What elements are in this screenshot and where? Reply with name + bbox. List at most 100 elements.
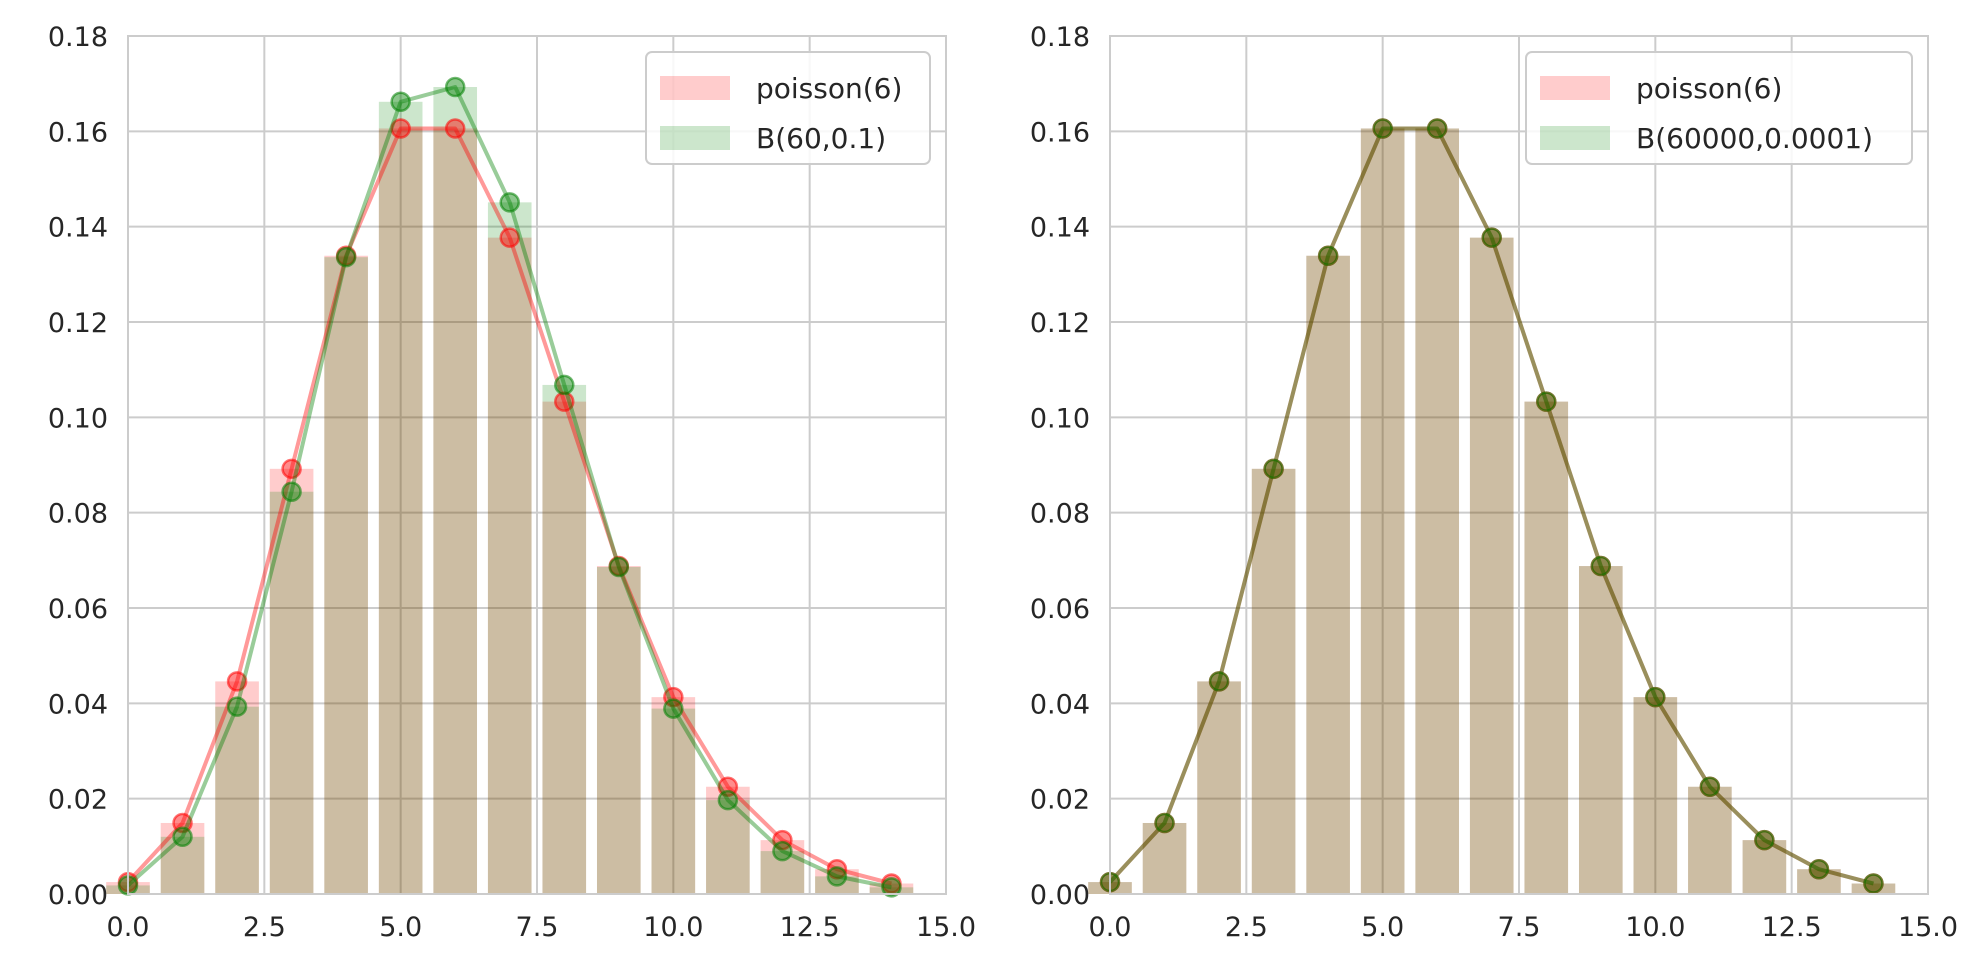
bar: [651, 708, 696, 894]
data-point: [1645, 686, 1666, 708]
y-tick-label: 0.16: [48, 117, 108, 148]
axes-frame: [1109, 35, 1929, 895]
bar: [542, 384, 587, 894]
bar: [1578, 566, 1623, 894]
bar-series-1: [106, 128, 914, 894]
legend-box: [1525, 51, 1913, 165]
data-point: [1590, 555, 1612, 577]
bar: [596, 566, 641, 894]
bar-series-2: [1088, 128, 1896, 894]
bar: [869, 883, 914, 894]
data-point: [390, 118, 411, 139]
y-tick-label: 0.08: [48, 499, 108, 530]
bar: [1851, 883, 1896, 894]
bar: [869, 887, 914, 894]
bar: [1688, 786, 1732, 894]
x-tick-label: 12.5: [780, 912, 840, 943]
bar: [542, 401, 587, 894]
x-tick-label: 5.0: [379, 912, 422, 943]
series-line: [126, 126, 892, 886]
data-point: [1372, 118, 1393, 139]
legend: poisson(6) B(60,0.1): [645, 51, 931, 165]
data-point: [281, 458, 302, 480]
axes-frame: [127, 35, 947, 895]
bar: [160, 822, 205, 894]
data-point: [1536, 391, 1557, 412]
data-point: [172, 812, 193, 834]
data-point: [608, 556, 630, 578]
bar: [1415, 128, 1460, 894]
data-point: [281, 481, 302, 502]
legend-swatch: [1540, 76, 1610, 100]
bar: [1306, 255, 1350, 894]
data-point: [172, 826, 193, 848]
series-line: [1108, 126, 1874, 886]
y-tick-label: 0.16: [1030, 117, 1090, 148]
data-point: [444, 76, 466, 98]
legend-label: B(60000,0.0001): [1636, 122, 1873, 155]
bar: [487, 202, 532, 894]
bar: [1469, 237, 1514, 894]
y-tick-label: 0.12: [48, 308, 108, 339]
x-tick-label: 0.0: [1089, 912, 1132, 943]
bar: [1415, 128, 1460, 894]
x-tick-label: 7.5: [1498, 912, 1541, 943]
data-point: [499, 227, 520, 248]
data-point: [390, 91, 411, 113]
y-tick-label: 0.04: [48, 689, 108, 720]
legend-swatch: [1540, 126, 1610, 150]
bar: [1197, 681, 1241, 894]
bar: [1797, 869, 1841, 894]
bar: [1851, 883, 1896, 894]
x-tick-label: 10.0: [643, 912, 703, 943]
data-point: [1426, 118, 1448, 139]
bar: [1797, 869, 1841, 894]
bar: [433, 128, 478, 894]
data-point: [226, 671, 248, 692]
bar: [1688, 786, 1732, 894]
y-tick-label: 0.02: [1030, 785, 1090, 816]
bar: [1469, 237, 1514, 894]
series-line: [126, 85, 892, 890]
y-tick-label: 0.06: [48, 594, 108, 625]
data-point: [717, 789, 739, 811]
bar-series-2: [106, 87, 914, 894]
y-tick-label: 0.14: [48, 213, 108, 244]
legend-box: [645, 51, 931, 165]
data-point: [881, 877, 902, 898]
bar: [324, 255, 368, 894]
bar: [815, 869, 859, 894]
data-point: [1699, 776, 1721, 797]
x-tick-label: 2.5: [243, 912, 286, 943]
bar-series-1: [1088, 128, 1896, 894]
bar: [433, 87, 478, 894]
line-series-1: [1099, 118, 1884, 894]
chart-panel-2: 0.0 2.5 5.0 7.5 10.0 12.5 15.0 0.00 0.02 0.04 0.06…: [1030, 22, 1958, 943]
bar: [1524, 401, 1569, 894]
data-point: [826, 858, 848, 880]
y-tick-label: 0.10: [48, 403, 108, 434]
data-point: [444, 118, 466, 139]
y-tick-label: 0.00: [1030, 880, 1090, 911]
data-point: [554, 374, 575, 396]
data-point: [663, 698, 684, 719]
bar: [1633, 697, 1678, 894]
y-tick-label: 0.08: [1030, 499, 1090, 530]
data-point: [335, 246, 357, 268]
bar: [1197, 681, 1241, 894]
bar: [487, 237, 532, 894]
bar: [1524, 401, 1569, 894]
data-point: [1863, 873, 1884, 894]
legend-label: poisson(6): [1636, 72, 1782, 105]
data-point: [772, 840, 793, 862]
bar: [1360, 128, 1405, 894]
legend-swatch: [660, 126, 730, 150]
data-point: [1208, 671, 1230, 692]
data-point: [226, 696, 248, 717]
x-tick-label: 5.0: [1361, 912, 1404, 943]
y-tick-label: 0.06: [1030, 594, 1090, 625]
legend-swatch: [660, 76, 730, 100]
legend: poisson(6) B(60000,0.0001): [1525, 51, 1913, 165]
